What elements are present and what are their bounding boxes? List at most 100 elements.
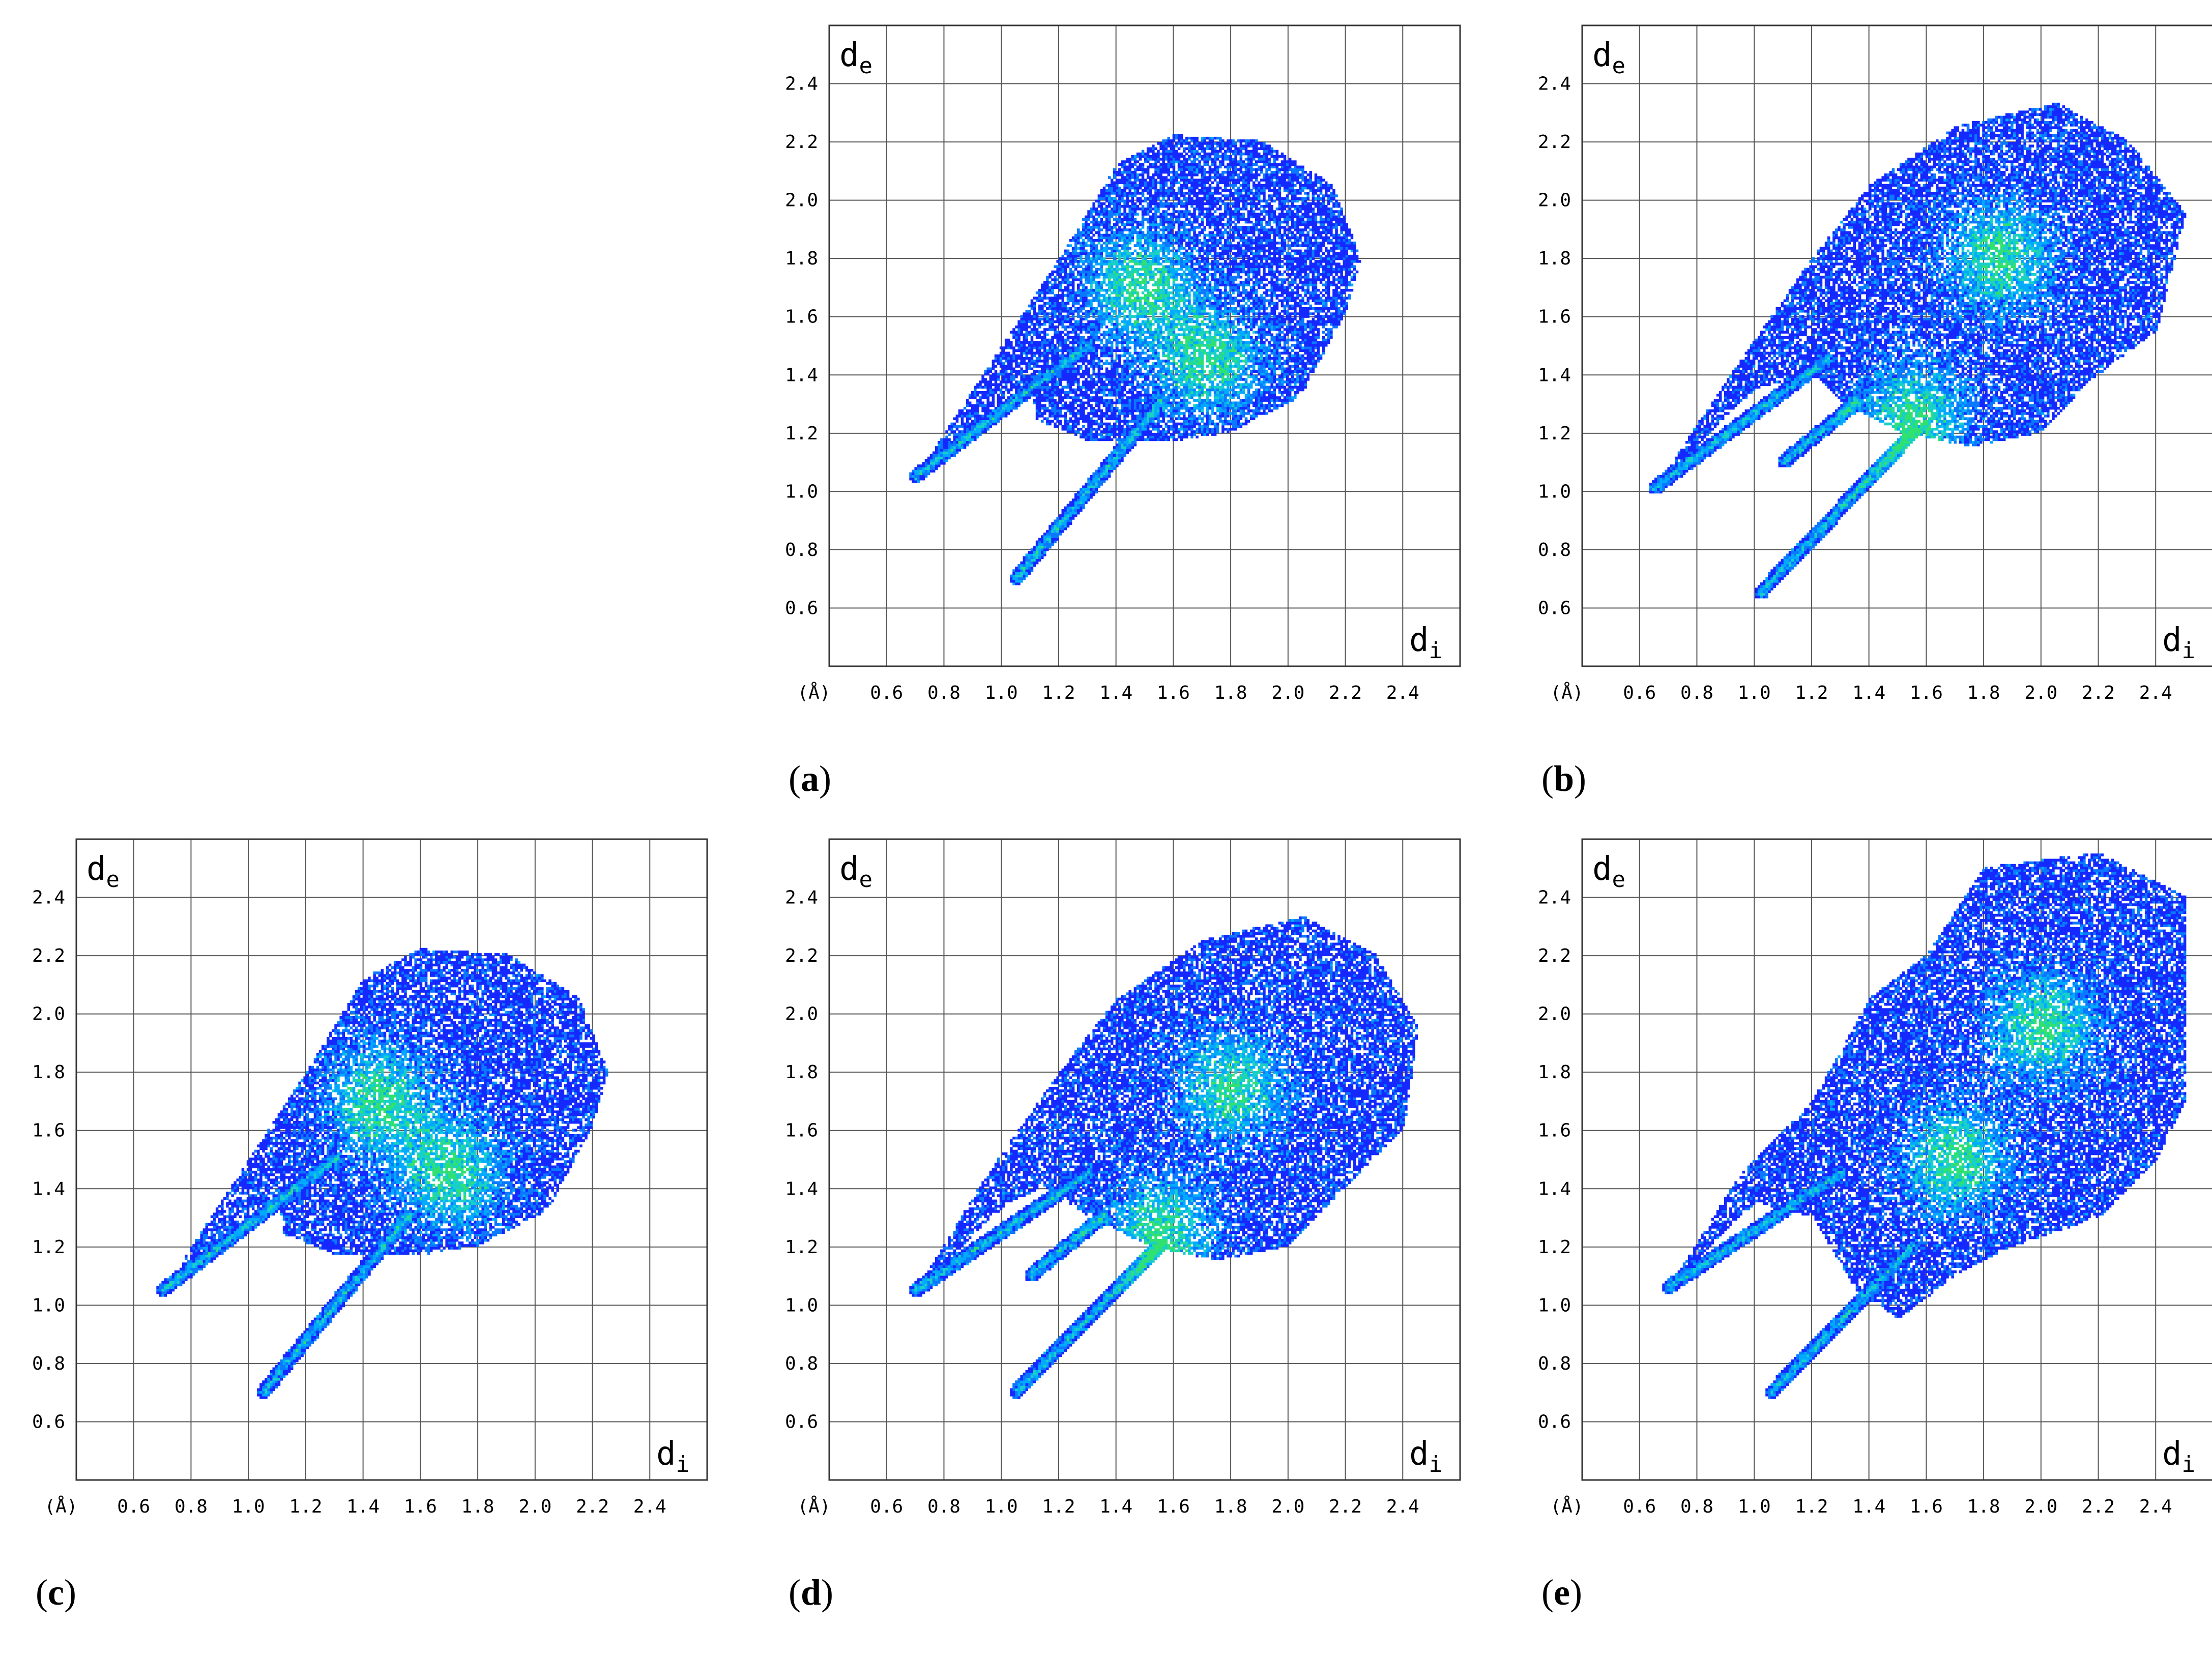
density-point	[1103, 194, 1106, 197]
density-point	[981, 407, 984, 410]
density-point	[1085, 486, 1088, 489]
density-point	[997, 373, 1000, 376]
density-point	[1092, 339, 1095, 342]
density-point	[1144, 247, 1147, 250]
density-point	[1131, 446, 1134, 449]
density-point	[1105, 223, 1109, 226]
density-point	[1054, 362, 1057, 365]
density-point	[1087, 289, 1090, 292]
density-point	[1067, 252, 1070, 255]
density-point	[1113, 168, 1116, 171]
density-point	[1012, 402, 1015, 405]
density-point	[1111, 352, 1114, 355]
density-point	[1056, 525, 1059, 528]
density-point	[1082, 488, 1085, 491]
density-point	[1041, 323, 1044, 326]
density-point	[1157, 331, 1160, 334]
density-point	[1056, 394, 1059, 397]
density-point	[1121, 336, 1124, 339]
density-point	[997, 378, 1000, 381]
density-point	[1100, 255, 1103, 258]
density-point	[989, 370, 993, 373]
density-point	[1095, 271, 1098, 274]
density-point	[956, 441, 959, 444]
density-point	[1054, 409, 1057, 412]
density-point	[1170, 378, 1173, 381]
density-point	[1121, 278, 1124, 281]
density-point	[1108, 205, 1111, 208]
density-point	[1087, 346, 1090, 349]
density-point	[1137, 294, 1140, 297]
density-point	[1098, 197, 1101, 200]
density-point	[1123, 443, 1126, 447]
density-point	[1026, 383, 1029, 387]
density-point	[1111, 234, 1114, 237]
density-point	[1128, 407, 1131, 410]
density-point	[1090, 493, 1093, 496]
density-point	[1154, 218, 1157, 221]
density-point	[1067, 407, 1070, 410]
density-point	[1157, 423, 1160, 426]
density-point	[1020, 331, 1023, 334]
density-point	[1098, 276, 1101, 279]
density-point	[1012, 357, 1015, 360]
density-point	[1095, 325, 1098, 329]
density-point	[1170, 425, 1173, 428]
density-point	[1059, 530, 1062, 533]
density-point	[1090, 325, 1093, 329]
density-point	[976, 423, 979, 426]
density-point	[997, 412, 1000, 415]
density-point	[1087, 226, 1090, 229]
density-point	[1095, 336, 1098, 339]
density-point	[1131, 354, 1134, 358]
density-point	[1139, 396, 1142, 399]
density-point	[927, 467, 930, 470]
density-point	[1154, 223, 1157, 226]
density-point	[1056, 535, 1059, 538]
density-point	[1033, 402, 1036, 405]
density-point	[912, 475, 915, 478]
density-point	[1103, 430, 1106, 433]
density-point	[1085, 496, 1088, 499]
density-point	[1092, 370, 1095, 373]
density-point	[1023, 391, 1026, 394]
density-point	[1149, 341, 1152, 344]
density-point	[920, 464, 923, 467]
density-point	[1128, 441, 1131, 444]
density-point	[1092, 486, 1095, 489]
density-point	[1082, 346, 1085, 349]
density-point	[1090, 357, 1093, 360]
density-point	[1090, 250, 1093, 253]
density-point	[1149, 294, 1152, 297]
density-point	[1038, 310, 1041, 313]
density-point	[1168, 218, 1171, 221]
density-point	[1108, 389, 1111, 392]
density-point	[1062, 257, 1065, 260]
density-point	[1108, 226, 1111, 229]
density-point	[1092, 276, 1095, 279]
density-point	[1152, 307, 1155, 310]
density-point	[1152, 297, 1155, 300]
density-point	[992, 373, 995, 376]
density-point	[1026, 389, 1029, 392]
density-point	[1111, 378, 1114, 381]
density-point	[1080, 318, 1083, 321]
density-point	[1131, 257, 1134, 260]
density-point	[1051, 525, 1054, 528]
density-point	[1100, 318, 1103, 321]
density-point	[1131, 402, 1134, 405]
density-point	[1064, 522, 1067, 525]
density-point	[1121, 236, 1124, 240]
density-point	[1113, 302, 1116, 305]
density-point	[1159, 391, 1162, 394]
density-point	[997, 414, 1000, 418]
density-point	[1031, 375, 1034, 378]
density-point	[1067, 365, 1070, 368]
density-point	[1152, 153, 1155, 156]
density-point	[1069, 341, 1072, 344]
density-point	[1157, 173, 1160, 176]
density-point	[1105, 310, 1109, 313]
density-point	[1098, 407, 1101, 410]
density-point	[1062, 514, 1065, 517]
density-point	[1162, 430, 1165, 433]
